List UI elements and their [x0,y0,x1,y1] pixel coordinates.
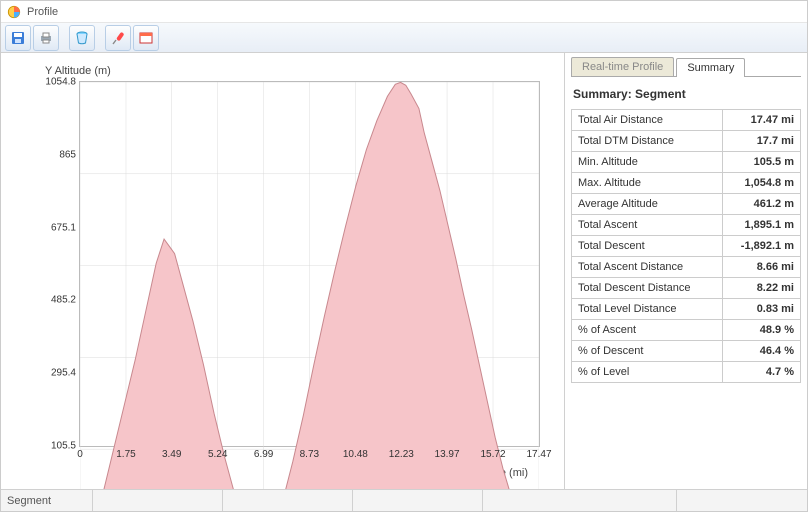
table-row: Total Descent Distance8.22 mi [572,278,801,299]
table-row: Total Ascent Distance8.66 mi [572,257,801,278]
stat-label: % of Descent [572,341,723,362]
save-button[interactable] [5,25,31,51]
stat-value: 1,054.8 m [723,173,801,194]
stat-value: 105.5 m [723,152,801,173]
content-area: Y Altitude (m) X Distance (mi) 105.5295.… [1,53,807,489]
titlebar: Profile [1,1,807,23]
table-row: % of Level4.7 % [572,362,801,383]
y-tick-label: 865 [59,149,76,160]
status-segment[interactable]: Segment [1,490,93,511]
tab-strip: Real-time Profile Summary [571,57,801,77]
statusbar: Segment [1,489,807,511]
stat-label: % of Level [572,362,723,383]
window-icon [138,30,154,46]
y-tick-label: 675.1 [51,222,76,233]
stat-label: Average Altitude [572,194,723,215]
stat-label: Min. Altitude [572,152,723,173]
stat-label: Total Descent Distance [572,278,723,299]
x-tick-label: 15.72 [481,449,506,460]
x-tick-label: 8.73 [300,449,319,460]
y-tick-label: 1054.8 [45,77,76,88]
pin-button[interactable] [105,25,131,51]
stat-label: Total Ascent Distance [572,257,723,278]
tab-realtime[interactable]: Real-time Profile [571,57,674,76]
y-axis-label: Y Altitude (m) [45,65,111,77]
plot-area: 105.5295.4485.2675.18651054.8 01.753.495… [79,81,540,447]
stat-label: Total Ascent [572,215,723,236]
x-tick-label: 3.49 [162,449,181,460]
x-tick-label: 12.23 [389,449,414,460]
stat-value: 1,895.1 m [723,215,801,236]
stat-label: Total Air Distance [572,110,723,131]
x-tick-label: 5.24 [208,449,227,460]
stat-value: 8.22 mi [723,278,801,299]
window-title: Profile [27,6,58,18]
bucket-button[interactable] [69,25,95,51]
stat-value: 4.7 % [723,362,801,383]
summary-table: Total Air Distance17.47 miTotal DTM Dist… [571,109,801,383]
table-row: Max. Altitude1,054.8 m [572,173,801,194]
x-tick-label: 6.99 [254,449,273,460]
stat-value: 461.2 m [723,194,801,215]
table-row: Average Altitude461.2 m [572,194,801,215]
status-cell-3 [223,490,353,511]
x-tick-label: 13.97 [435,449,460,460]
stat-label: Total DTM Distance [572,131,723,152]
status-cell-2 [93,490,223,511]
status-cell-4 [353,490,483,511]
summary-title: Summary: Segment [573,87,799,101]
table-row: Total Ascent1,895.1 m [572,215,801,236]
stat-value: 46.4 % [723,341,801,362]
status-cell-5 [483,490,677,511]
table-row: % of Ascent48.9 % [572,320,801,341]
chart-pane: Y Altitude (m) X Distance (mi) 105.5295.… [1,53,565,489]
x-tick-label: 0 [77,449,83,460]
table-row: % of Descent46.4 % [572,341,801,362]
elevation-chart [80,82,539,489]
stat-value: 48.9 % [723,320,801,341]
pin-icon [110,30,126,46]
y-tick-label: 295.4 [51,368,76,379]
app-icon [7,5,21,19]
status-cell-6 [677,490,807,511]
stat-value: 17.47 mi [723,110,801,131]
table-row: Total Air Distance17.47 mi [572,110,801,131]
x-tick-label: 10.48 [343,449,368,460]
stat-value: -1,892.1 m [723,236,801,257]
tab-summary[interactable]: Summary [676,58,745,77]
table-row: Min. Altitude105.5 m [572,152,801,173]
y-tick-label: 485.2 [51,295,76,306]
save-icon [10,30,26,46]
profile-window: Profile Y Altitude (m) X Distance (mi) [0,0,808,512]
stat-value: 0.83 mi [723,299,801,320]
toolbar [1,23,807,53]
y-tick-label: 105.5 [51,441,76,452]
table-row: Total Level Distance0.83 mi [572,299,801,320]
bucket-icon [74,30,90,46]
stat-label: % of Ascent [572,320,723,341]
stat-value: 8.66 mi [723,257,801,278]
print-icon [38,30,54,46]
stat-value: 17.7 mi [723,131,801,152]
print-button[interactable] [33,25,59,51]
stat-label: Total Level Distance [572,299,723,320]
table-row: Total Descent-1,892.1 m [572,236,801,257]
window-button[interactable] [133,25,159,51]
stat-label: Total Descent [572,236,723,257]
table-row: Total DTM Distance17.7 mi [572,131,801,152]
x-tick-label: 1.75 [116,449,135,460]
x-tick-label: 17.47 [526,449,551,460]
side-panel: Real-time Profile Summary Summary: Segme… [565,53,807,489]
stat-label: Max. Altitude [572,173,723,194]
